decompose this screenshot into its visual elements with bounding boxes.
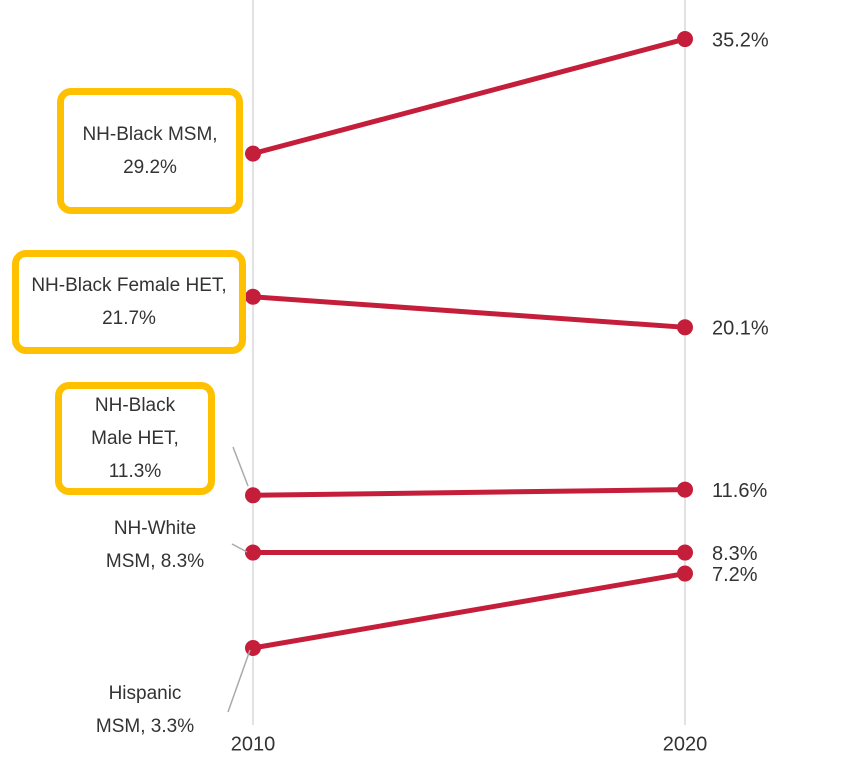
point <box>677 565 693 582</box>
leader-line <box>227 649 251 713</box>
value-label: 7.2% <box>712 564 758 586</box>
leader-line <box>232 446 249 487</box>
series-line <box>252 294 686 330</box>
point <box>677 481 693 498</box>
series-line <box>252 36 686 157</box>
value-label: 20.1% <box>712 318 769 340</box>
series-label: NH-Black Male HET, 11.3% <box>55 382 215 495</box>
leader-line <box>231 543 248 553</box>
series-label: Hispanic MSM, 3.3% <box>95 683 195 737</box>
series-label: NH-White MSM, 8.3% <box>105 518 205 572</box>
series-line <box>252 571 686 651</box>
point <box>677 31 693 48</box>
point <box>245 640 261 657</box>
value-label: 35.2% <box>712 29 769 51</box>
point <box>245 487 261 504</box>
series-line <box>252 487 686 498</box>
x-tick-label: 2010 <box>231 733 276 755</box>
value-label: 8.3% <box>712 543 758 565</box>
point <box>245 544 261 561</box>
value-label: 11.6% <box>712 480 767 502</box>
point <box>677 319 693 336</box>
point <box>245 145 261 162</box>
x-tick-label: 2020 <box>663 733 708 755</box>
series-label: NH-Black Female HET, 21.7% <box>12 250 246 354</box>
series-label: NH-Black MSM, 29.2% <box>57 88 243 214</box>
point <box>245 288 261 305</box>
point <box>677 544 693 561</box>
